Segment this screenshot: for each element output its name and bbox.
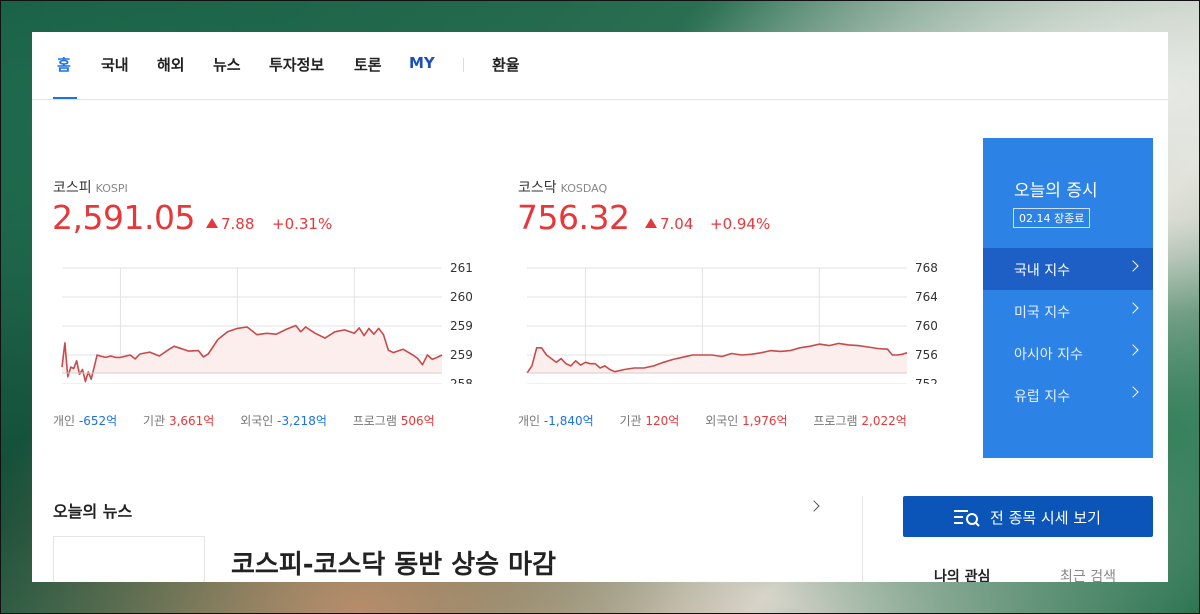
- market-summary-box: 오늘의 증시 02.14 장종료 국내 지수 미국 지수 아시아 지수 유럽 지…: [983, 138, 1153, 458]
- kospi-change: 7.88: [206, 215, 254, 233]
- list-search-icon: [954, 510, 980, 527]
- kospi-name[interactable]: 코스피 KOSPI: [53, 177, 128, 197]
- tab-my-interest[interactable]: 나의 관심: [934, 569, 991, 582]
- y-tick-label: 2598: [450, 319, 472, 333]
- market-box-title: 오늘의 증시: [1014, 181, 1098, 201]
- x-tick-label: 14:00: [801, 383, 838, 384]
- series-line: [526, 342, 908, 374]
- x-tick-label: 12:00: [684, 383, 721, 384]
- news-headline[interactable]: 코스피-코스닥 동반 상승 마감: [231, 550, 556, 580]
- up-triangle-icon: [206, 218, 218, 228]
- market-item-label: 미국 지수: [1014, 305, 1070, 321]
- kospi-flow-value: 3,661억: [168, 414, 215, 428]
- chevron-right-icon: [1127, 344, 1139, 356]
- y-tick-label: 756: [915, 348, 937, 362]
- kosdaq-chart[interactable]: 768 764 760 756 752 10:00 12:00 14:00: [517, 244, 937, 384]
- series-area: [62, 325, 442, 382]
- series-area: [527, 343, 907, 374]
- kosdaq-change: 7.04: [645, 215, 693, 233]
- all-stocks-button-label: 전 종목 시세 보기: [990, 509, 1101, 527]
- all-stocks-button[interactable]: 전 종목 시세 보기: [903, 496, 1153, 537]
- x-tick-label: 10:00: [567, 383, 604, 384]
- up-triangle-icon: [645, 218, 657, 228]
- main-nav: 홈 국내 해외 뉴스 투자정보 토론 MY 환율: [32, 32, 1168, 100]
- kosdaq-flow-label: 프로그램: [813, 414, 858, 428]
- chevron-right-icon: [1127, 260, 1139, 272]
- series-line: [61, 324, 443, 383]
- kospi-change-pct: +0.31%: [272, 215, 333, 233]
- y-tick-label: 752: [915, 377, 937, 384]
- tab-overseas[interactable]: 해외: [157, 56, 185, 74]
- news-section-title: 오늘의 뉴스: [53, 502, 133, 521]
- kosdaq-flow-label: 기관: [619, 414, 642, 428]
- market-item-us[interactable]: 미국 지수: [983, 290, 1153, 332]
- y-tick-label: 764: [915, 290, 937, 304]
- kosdaq-change-pct: +0.94%: [710, 215, 771, 233]
- chevron-right-icon: [1127, 302, 1139, 314]
- stock-home-panel: 홈 국내 해외 뉴스 투자정보 토론 MY 환율 코스피 KOSPI 2,591.…: [32, 32, 1168, 582]
- tab-my[interactable]: MY: [409, 54, 435, 72]
- kospi-change-value: 7.88: [221, 215, 255, 233]
- tab-news[interactable]: 뉴스: [213, 56, 241, 74]
- kosdaq-flow-value: 120억: [645, 414, 680, 428]
- kospi-flow-label: 외국인: [240, 414, 274, 428]
- kospi-flow-value: -652억: [78, 414, 118, 428]
- news-thumbnail[interactable]: [53, 536, 205, 582]
- kospi-name-en: KOSPI: [95, 182, 128, 195]
- market-item-label: 유럽 지수: [1014, 389, 1070, 405]
- kosdaq-flow-label: 개인: [518, 414, 541, 428]
- tab-recent-search[interactable]: 최근 검색: [1060, 569, 1116, 582]
- y-tick-label: 2586: [450, 377, 472, 384]
- kospi-value: 2,591.05: [52, 198, 195, 237]
- kosdaq-value: 756.32: [517, 198, 630, 237]
- kosdaq-investor-flows: 개인 -1,840억 기관 120억 외국인 1,976억 프로그램 2,022…: [518, 412, 907, 429]
- market-item-domestic[interactable]: 국내 지수: [983, 248, 1153, 290]
- kospi-flow-value: -3,218억: [277, 414, 327, 428]
- y-tick-label: 2610: [450, 261, 472, 275]
- kosdaq-flow-value: 1,976억: [742, 414, 788, 428]
- active-tab-indicator: [53, 97, 77, 99]
- market-close-badge: 02.14 장종료: [1013, 208, 1091, 228]
- nav-divider: [463, 58, 464, 72]
- x-tick-label: 12:00: [219, 383, 256, 384]
- kospi-investor-flows: 개인 -652억 기관 3,661억 외국인 -3,218억 프로그램 506억: [53, 412, 435, 429]
- kosdaq-flow-value: -1,840억: [543, 414, 594, 428]
- chevron-right-icon: [1127, 386, 1139, 398]
- tab-discussion[interactable]: 토론: [354, 56, 382, 74]
- chevron-right-icon[interactable]: [808, 500, 820, 512]
- kosdaq-name-label: 코스닥: [518, 180, 557, 196]
- kospi-flow-value: 506억: [400, 414, 435, 428]
- y-tick-label: 768: [915, 261, 937, 275]
- market-item-asia[interactable]: 아시아 지수: [983, 332, 1153, 374]
- market-item-label: 아시아 지수: [1014, 347, 1083, 363]
- x-tick-label: 14:00: [336, 383, 373, 384]
- kospi-name-label: 코스피: [53, 180, 92, 196]
- kosdaq-flow-value: 2,022억: [861, 414, 907, 428]
- section-divider: [862, 496, 863, 582]
- kosdaq-flow-label: 외국인: [705, 414, 739, 428]
- market-item-label: 국내 지수: [1014, 263, 1070, 279]
- kospi-flow-label: 프로그램: [352, 414, 397, 428]
- tab-exchange-rate[interactable]: 환율: [492, 56, 520, 74]
- kosdaq-name[interactable]: 코스닥 KOSDAQ: [518, 177, 607, 197]
- kosdaq-change-value: 7.04: [660, 215, 694, 233]
- y-tick-label: 760: [915, 319, 937, 333]
- tab-home[interactable]: 홈: [57, 56, 71, 74]
- market-item-europe[interactable]: 유럽 지수: [983, 374, 1153, 416]
- kospi-flow-label: 개인: [53, 414, 76, 428]
- kospi-flow-label: 기관: [143, 414, 166, 428]
- x-tick-label: 10:00: [102, 383, 139, 384]
- tab-domestic[interactable]: 국내: [101, 56, 129, 74]
- y-tick-label: 2604: [450, 290, 472, 304]
- kosdaq-name-en: KOSDAQ: [560, 182, 608, 195]
- tab-invest-info[interactable]: 투자정보: [269, 56, 325, 74]
